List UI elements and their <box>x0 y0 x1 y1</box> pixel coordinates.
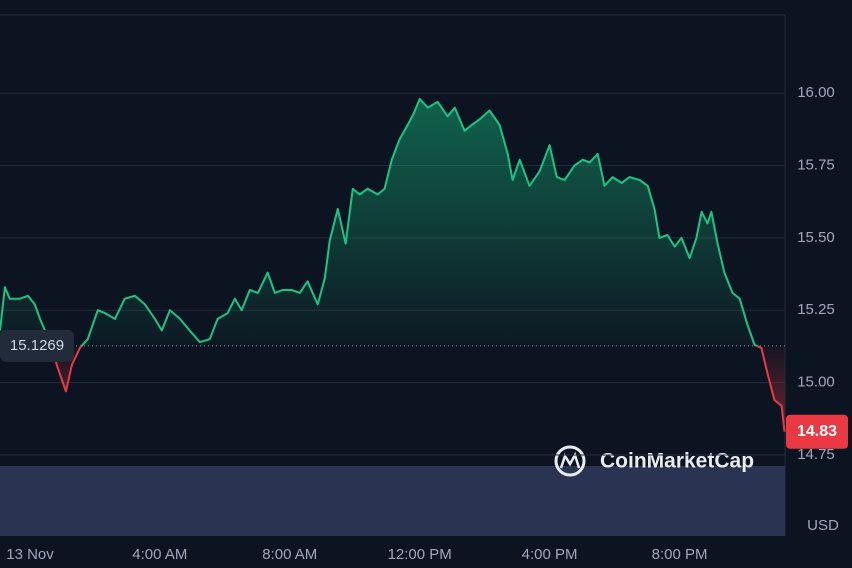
x-tick-label: 8:00 AM <box>262 546 317 563</box>
y-tick-label: 15.25 <box>797 301 835 318</box>
y-tick-label: 15.50 <box>797 229 835 246</box>
logo-icon <box>554 445 586 477</box>
logo-icon-mark <box>559 451 581 469</box>
price-line <box>0 97 786 432</box>
x-tick-label: 12:00 PM <box>388 546 452 563</box>
x-tick-label: 4:00 PM <box>522 546 578 563</box>
baseline-label-box <box>0 329 74 362</box>
y-tick-label: 15.75 <box>797 156 835 173</box>
volume-band <box>0 466 785 536</box>
x-tick-label: 8:00 PM <box>652 546 708 563</box>
y-unit: USD <box>807 517 839 534</box>
x-tick-label: 4:00 AM <box>132 546 187 563</box>
x-tick-label: 13 Nov <box>6 546 54 563</box>
y-tick-label: 14.75 <box>797 446 835 463</box>
y-tick-label: 16.00 <box>797 84 835 101</box>
y-tick-label: 15.00 <box>797 374 835 391</box>
area-fill <box>0 98 785 432</box>
baseline-label: 15.1269 <box>10 337 64 354</box>
last-price-box <box>786 414 848 449</box>
watermark: CoinMarketCap <box>600 450 754 473</box>
last-price-label: 14.83 <box>797 423 837 440</box>
